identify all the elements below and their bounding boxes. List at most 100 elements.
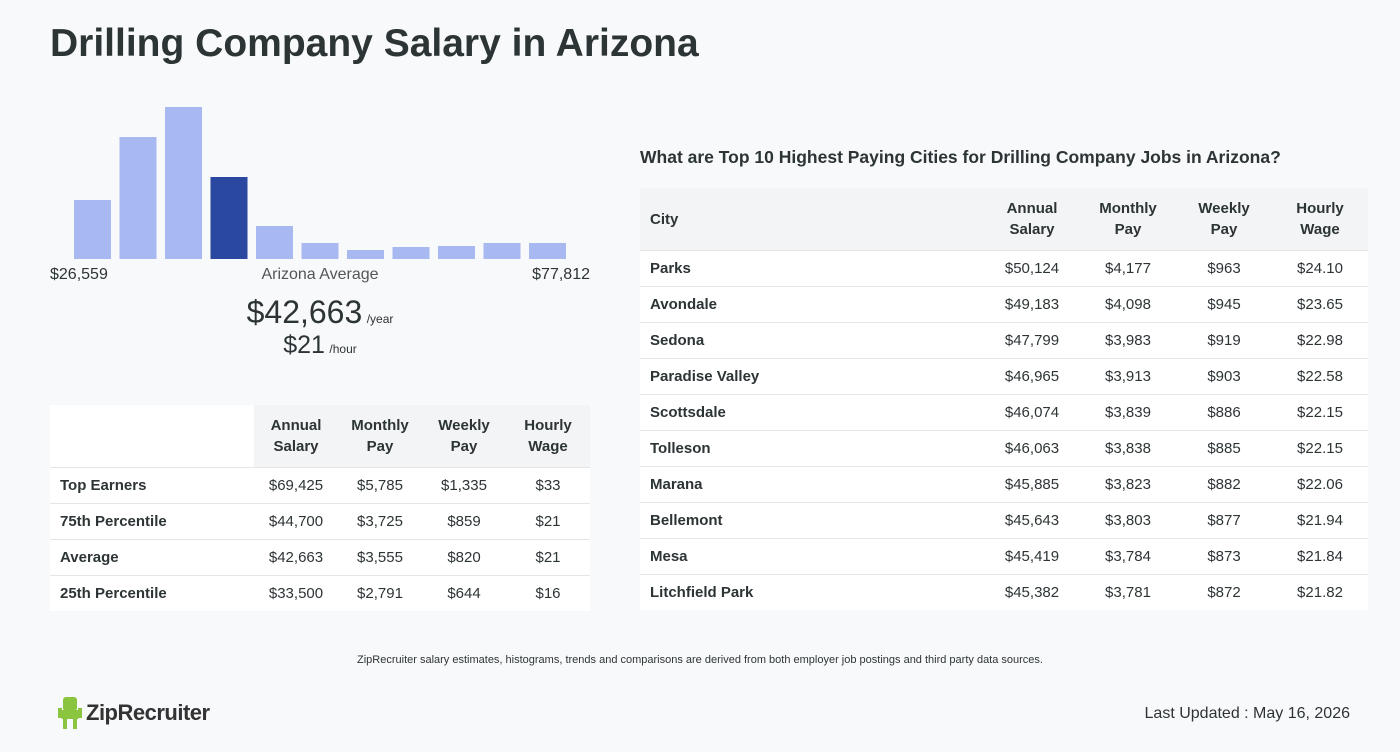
table-row: Tolleson $46,063 $3,838 $885 $22.15: [640, 430, 1368, 467]
cell: $24.10: [1272, 250, 1368, 287]
histogram-bar: [74, 200, 111, 259]
cell: $46,965: [984, 358, 1080, 395]
cell: $45,419: [984, 538, 1080, 575]
cell: $5,785: [338, 467, 422, 504]
cell: $21.94: [1272, 502, 1368, 539]
header-row: City Annual Salary Monthly Pay Weekly Pay Ho…: [640, 188, 1368, 251]
table-row: Top Earners $69,425 $5,785 $1,335 $33: [50, 467, 590, 504]
header-cell: Hourly Wage: [506, 405, 590, 468]
histogram-bar: [301, 243, 339, 259]
cell: $3,781: [1080, 574, 1176, 610]
row-label: Tolleson: [640, 430, 984, 467]
cell: $4,098: [1080, 286, 1176, 323]
cell: $3,555: [338, 539, 422, 576]
histogram: [74, 107, 566, 259]
header-cell: Monthly Pay: [1080, 188, 1176, 251]
table-row: 75th Percentile $44,700 $3,725 $859 $21: [50, 503, 590, 540]
cell: $2,791: [338, 575, 422, 611]
cell: $3,839: [1080, 394, 1176, 431]
average-annual: $42,663 /year: [50, 294, 590, 331]
header-cell: [50, 405, 254, 468]
cell: $21: [506, 539, 590, 576]
annual-unit: /year: [366, 312, 394, 326]
min-label: $26,559: [50, 266, 108, 283]
row-label: Bellemont: [640, 502, 984, 539]
table-row: Avondale $49,183 $4,098 $945 $23.65: [640, 286, 1368, 323]
header-cell: Annual Salary: [254, 405, 338, 468]
table-row: 25th Percentile $33,500 $2,791 $644 $16: [50, 575, 590, 611]
last-updated: Last Updated : May 16, 2026: [1144, 705, 1350, 722]
table-row: Parks $50,124 $4,177 $963 $24.10: [640, 250, 1368, 287]
table-row: Average $42,663 $3,555 $820 $21: [50, 539, 590, 576]
header-cell: City: [640, 188, 984, 251]
cell: $3,823: [1080, 466, 1176, 503]
average-label: Arizona Average: [261, 266, 379, 283]
cell: $21.84: [1272, 538, 1368, 575]
histogram-bar: [529, 243, 566, 259]
row-label: Parks: [640, 250, 984, 287]
cell: $644: [422, 575, 506, 611]
row-label: Mesa: [640, 538, 984, 575]
histogram-bar: [438, 246, 475, 259]
row-label: Average: [50, 539, 254, 576]
histogram-bar: [210, 177, 248, 259]
cell: $22.15: [1272, 430, 1368, 467]
average-hourly: $21 /hour: [50, 331, 590, 360]
max-label: $77,812: [532, 266, 590, 283]
cell: $903: [1176, 358, 1272, 395]
cities-title: What are Top 10 Highest Paying Cities fo…: [640, 147, 1281, 167]
cities-table: City Annual Salary Monthly Pay Weekly Pay Ho…: [640, 188, 1368, 610]
cell: $3,913: [1080, 358, 1176, 395]
row-label: Top Earners: [50, 467, 254, 504]
histogram-bar: [347, 250, 384, 259]
cell: $4,177: [1080, 250, 1176, 287]
cell: $877: [1176, 502, 1272, 539]
histogram-bar: [119, 137, 157, 259]
row-label: Scottsdale: [640, 394, 984, 431]
histogram-bar: [256, 226, 293, 259]
page-title: Drilling Company Salary in Arizona: [50, 22, 699, 65]
cell: $3,725: [338, 503, 422, 540]
logo-text: ZipRecruiter: [86, 700, 210, 725]
cell: $45,885: [984, 466, 1080, 503]
header-cell: Weekly Pay: [1176, 188, 1272, 251]
footer-note: ZipRecruiter salary estimates, histogram…: [357, 654, 1043, 666]
cell: $3,983: [1080, 322, 1176, 359]
cell: $69,425: [254, 467, 338, 504]
histogram-bar: [165, 107, 202, 259]
header-row: Annual Salary Monthly Pay Weekly Pay Hourly…: [50, 405, 590, 468]
annual-value: $42,663: [246, 294, 363, 330]
cell: $963: [1176, 250, 1272, 287]
cell: $45,643: [984, 502, 1080, 539]
table-row: Marana $45,885 $3,823 $882 $22.06: [640, 466, 1368, 503]
cell: $882: [1176, 466, 1272, 503]
table-row: Scottsdale $46,074 $3,839 $886 $22.15: [640, 394, 1368, 431]
table-row: Litchfield Park $45,382 $3,781 $872 $21.82: [640, 574, 1368, 610]
cell: $22.98: [1272, 322, 1368, 359]
cell: $50,124: [984, 250, 1080, 287]
cell: $885: [1176, 430, 1272, 467]
header-cell: Weekly Pay: [422, 405, 506, 468]
row-label: Avondale: [640, 286, 984, 323]
row-label: Sedona: [640, 322, 984, 359]
histogram-bar: [392, 247, 430, 259]
table-row: Paradise Valley $46,965 $3,913 $903 $22.58: [640, 358, 1368, 395]
table-row: Mesa $45,419 $3,784 $873 $21.84: [640, 538, 1368, 575]
cell: $45,382: [984, 574, 1080, 610]
cell: $886: [1176, 394, 1272, 431]
cell: $49,183: [984, 286, 1080, 323]
histogram-bar: [483, 243, 521, 259]
cell: $33,500: [254, 575, 338, 611]
cell: $16: [506, 575, 590, 611]
table-row: Bellemont $45,643 $3,803 $877 $21.94: [640, 502, 1368, 539]
cell: $46,074: [984, 394, 1080, 431]
cell: $46,063: [984, 430, 1080, 467]
cell: $945: [1176, 286, 1272, 323]
header-cell: Annual Salary: [984, 188, 1080, 251]
row-label: 75th Percentile: [50, 503, 254, 540]
cell: $1,335: [422, 467, 506, 504]
cell: $47,799: [984, 322, 1080, 359]
cell: $22.15: [1272, 394, 1368, 431]
cell: $42,663: [254, 539, 338, 576]
